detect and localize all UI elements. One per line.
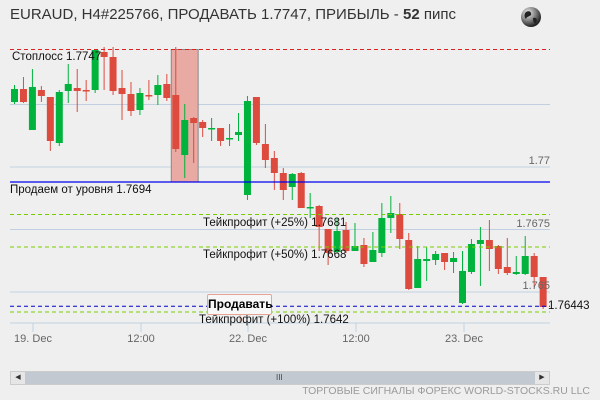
candle-down [441,253,449,262]
footer-copyright: ТОРГОВЫЕ СИГНАЛЫ ФОРЕКС WORLD-STOCKS.RU … [302,385,590,397]
candle-down [118,88,126,94]
candle-down [530,256,538,277]
candle-up [306,207,314,209]
current-price-label: 1.76443 [548,300,590,312]
candle-down [494,246,502,269]
candle-up [64,84,72,91]
candle-down [261,144,269,160]
candle-up [226,138,234,140]
candle-down [172,95,180,149]
candle-up [208,128,216,130]
horizontal-scrollbar[interactable]: ◀ III ▶ [10,371,550,385]
candle-up [288,174,296,187]
tp50-label: Тейкпрофит (+50%) 1.7668 [203,249,347,261]
candle-up [423,259,431,261]
scroll-left-button[interactable]: ◀ [11,372,25,384]
y-tick-label: 1.765 [522,280,550,292]
candle-up [476,240,484,244]
candle-up [154,85,162,95]
candle-down [82,90,90,92]
candle-up [521,256,529,274]
candle-up [378,218,386,253]
candle-down [127,94,135,111]
candle-down [396,214,404,239]
candle-up [369,250,377,262]
candle-down [46,97,54,141]
scrollbar-grip[interactable]: III [276,373,283,382]
candle-down [100,52,108,57]
x-tick-label: 12:00 [342,333,370,345]
candle-up [351,246,359,251]
candle-up [467,244,475,272]
candle-down [19,89,27,102]
candle-up [55,92,63,143]
tp100-label: Тейкпрофит (+100%) 1.7642 [199,314,349,326]
candle-up [387,213,395,218]
candle-up [243,101,251,195]
x-tick-label: 19. Dec [14,333,52,345]
candle-down [503,267,511,273]
candle-down [405,240,413,289]
candle-down [297,173,305,208]
candle-down [190,118,198,123]
candle-down [252,97,260,143]
candle-up [512,272,520,274]
candle-down [217,128,225,141]
candle-down [199,122,207,128]
entry-level-label: Продаем от уровня 1.7694 [10,184,152,196]
y-tick-label: 1.7675 [516,218,550,230]
candle-up [136,93,144,110]
candle-up [91,50,99,90]
candle-down [109,57,117,91]
candle-down [360,245,368,264]
scroll-right-button[interactable]: ▶ [535,372,549,384]
candle-up [450,258,458,262]
candle-down [485,240,493,249]
candle-down [163,84,171,98]
candle-up [11,89,18,102]
candle-up [28,87,36,130]
stop-loss-label: Стоплосс 1.7747 [12,51,102,63]
candle-up [333,231,341,252]
globe-icon[interactable] [520,6,542,28]
candle-down [324,229,332,253]
profit-unit: пипс [419,6,456,23]
x-tick-label: 22. Dec [229,333,267,345]
chart-title: EURAUD, H4#225766, ПРОДАВАТЬ 1.7747, ПРИ… [10,6,456,23]
y-tick-label: 1.77 [528,155,550,167]
candle-down [73,88,81,91]
candle-down [342,230,350,251]
profit-value: 52 [402,6,420,23]
candle-up [235,132,242,135]
x-tick-label: 23. Dec [445,333,483,345]
tp25-label: Тейкпрофит (+25%) 1.7681 [203,217,347,229]
candle-down [145,95,153,97]
sell-signal-badge[interactable]: Продавать [207,294,273,315]
candle-up [459,271,466,303]
candle-down [315,206,323,227]
candle-down [37,90,45,96]
candle-up [414,259,422,288]
title-text: EURAUD, H4#225766, ПРОДАВАТЬ 1.7747, ПРИ… [10,6,403,23]
x-tick-label: 12:00 [127,333,155,345]
candle-down [539,277,547,307]
candle-down [270,158,278,173]
candle-up [181,120,189,155]
candle-up [432,254,440,260]
